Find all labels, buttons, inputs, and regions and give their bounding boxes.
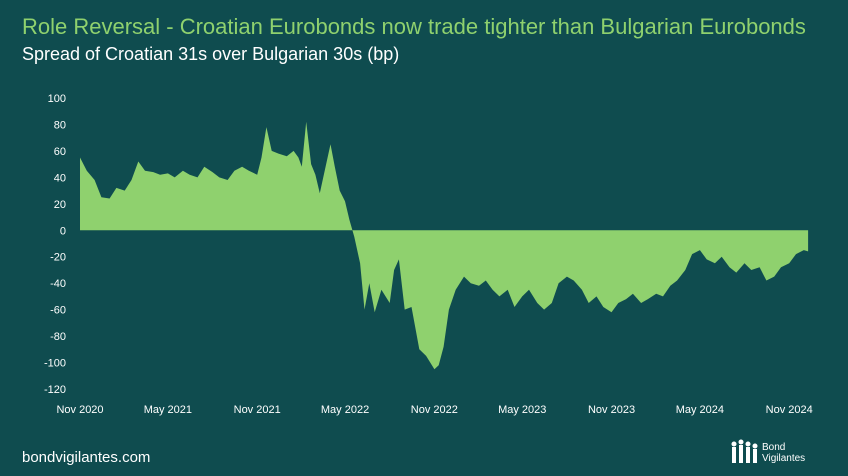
x-tick-label: May 2022 [321, 404, 369, 416]
y-tick-label: -20 [50, 252, 66, 264]
website-link[interactable]: bondvigilantes.com [22, 449, 151, 466]
people-group-icon [731, 439, 758, 463]
logo-line-1: Bond [762, 442, 786, 453]
y-tick-label: -40 [50, 278, 66, 290]
y-tick-label: 20 [54, 199, 66, 211]
x-tick-label: Nov 2023 [588, 404, 635, 416]
spread-area [80, 121, 809, 370]
y-tick-label: -120 [44, 384, 66, 396]
y-tick-label: 0 [60, 225, 66, 237]
x-tick-label: May 2021 [144, 404, 192, 416]
x-tick-label: Nov 2022 [411, 404, 458, 416]
chart-title: Role Reversal - Croatian Eurobonds now t… [22, 14, 806, 39]
y-tick-label: -80 [50, 331, 66, 343]
x-tick-label: May 2024 [676, 404, 724, 416]
bond-vigilantes-logo: Bond Vigilantes [730, 438, 830, 468]
y-tick-label: 100 [48, 93, 66, 105]
y-tick-label: -100 [44, 358, 66, 370]
y-tick-label: 80 [54, 119, 66, 131]
x-tick-label: May 2023 [498, 404, 546, 416]
y-axis-ticks: 100 80 60 40 20 0 -20 -40 -60 -80 -100 -120 [44, 93, 66, 396]
y-tick-label: -60 [50, 305, 66, 317]
chart-subtitle: Spread of Croatian 31s over Bulgarian 30… [22, 44, 400, 64]
logo-line-2: Vigilantes [762, 453, 806, 464]
x-tick-label: Nov 2024 [766, 404, 813, 416]
x-axis-ticks: Nov 2020 May 2021 Nov 2021 May 2022 Nov 2022… [56, 404, 812, 416]
y-tick-label: 60 [54, 146, 66, 158]
x-tick-label: Nov 2020 [56, 404, 103, 416]
x-tick-label: Nov 2021 [234, 404, 281, 416]
y-tick-label: 40 [54, 172, 66, 184]
